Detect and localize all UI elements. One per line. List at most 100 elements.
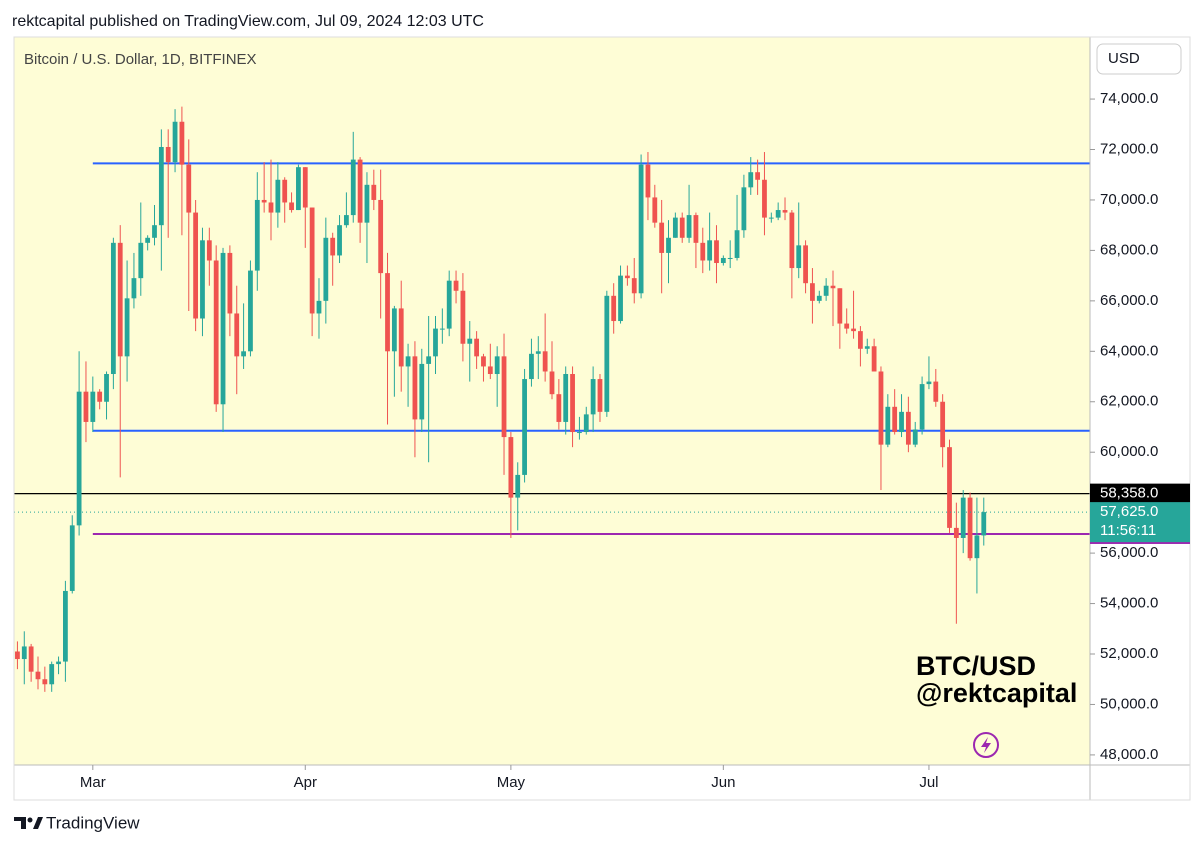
candle-body bbox=[577, 432, 582, 434]
candle-body bbox=[193, 212, 199, 319]
candle-body bbox=[76, 391, 82, 526]
footer-brand: TradingView bbox=[46, 813, 140, 832]
candle-body bbox=[926, 381, 932, 385]
candle-body bbox=[206, 240, 212, 261]
candle-body bbox=[405, 356, 411, 367]
candle-body bbox=[604, 295, 610, 412]
candle-body bbox=[398, 308, 404, 367]
candle-body bbox=[49, 664, 55, 685]
frame bbox=[13, 36, 1191, 801]
candle-body bbox=[631, 278, 637, 294]
candle-body bbox=[919, 384, 925, 430]
candle-body bbox=[762, 179, 767, 218]
y-tick-label: 54,000.0 bbox=[1100, 595, 1158, 612]
y-tick-label: 64,000.0 bbox=[1100, 342, 1158, 359]
candle-body bbox=[268, 202, 274, 213]
candle-body bbox=[42, 679, 48, 685]
candle-body bbox=[782, 210, 788, 213]
candle-body bbox=[666, 237, 671, 253]
tv-logo bbox=[14, 817, 43, 829]
candle-body bbox=[549, 371, 555, 395]
candle-body bbox=[624, 275, 630, 279]
candle-body bbox=[885, 406, 891, 445]
candle-body bbox=[810, 283, 815, 301]
candle-body bbox=[830, 285, 836, 289]
candle-body bbox=[97, 391, 103, 402]
candle-body bbox=[474, 338, 480, 357]
candle-body bbox=[391, 308, 397, 352]
candle-body bbox=[583, 414, 589, 433]
candle-body bbox=[350, 159, 356, 216]
candle-body bbox=[343, 215, 349, 226]
y-tick-label: 70,000.0 bbox=[1100, 191, 1158, 208]
candle-body bbox=[481, 356, 486, 367]
y-tick-label: 60,000.0 bbox=[1100, 443, 1158, 460]
candle-body bbox=[816, 295, 822, 301]
y-tick-label: 56,000.0 bbox=[1100, 544, 1158, 561]
candle-body bbox=[296, 167, 301, 211]
candle-body bbox=[714, 240, 719, 264]
candle-body bbox=[261, 199, 267, 203]
candle-body bbox=[330, 237, 336, 256]
candle-body bbox=[912, 429, 918, 445]
candle-body bbox=[145, 237, 151, 243]
candle-body bbox=[953, 527, 959, 538]
candle-body bbox=[611, 295, 617, 322]
candle-body bbox=[357, 159, 363, 223]
y-tick-label: 52,000.0 bbox=[1100, 645, 1158, 662]
candle-body bbox=[755, 172, 761, 180]
candle-body bbox=[371, 184, 377, 200]
candle-body bbox=[378, 199, 384, 274]
x-tick-label: Jun bbox=[711, 774, 735, 791]
candle-body bbox=[200, 240, 205, 319]
currency-button[interactable] bbox=[1096, 43, 1182, 75]
candle-body bbox=[28, 646, 34, 672]
publish-header: rektcapital published on TradingView.com… bbox=[12, 13, 484, 30]
y-tick-label: 66,000.0 bbox=[1100, 292, 1158, 309]
candle-body bbox=[467, 338, 473, 344]
candle-body bbox=[83, 391, 89, 422]
candle-body bbox=[234, 313, 240, 357]
candle-body bbox=[967, 497, 973, 559]
candle-body bbox=[734, 230, 740, 258]
candle-body bbox=[426, 356, 432, 364]
candle-body bbox=[254, 199, 260, 271]
candle-body bbox=[158, 146, 164, 226]
candle-body bbox=[487, 366, 493, 375]
candle-body bbox=[892, 406, 898, 433]
chart-panel bbox=[14, 37, 1090, 765]
candle-body bbox=[186, 164, 192, 213]
candle-body bbox=[803, 245, 808, 284]
candle-body bbox=[152, 225, 157, 238]
candle-body bbox=[556, 394, 562, 422]
candle-body bbox=[110, 242, 116, 375]
candle-body bbox=[707, 240, 713, 261]
candle-body bbox=[446, 280, 452, 329]
y-tick-label: 62,000.0 bbox=[1100, 393, 1158, 410]
candle-body bbox=[138, 242, 144, 279]
flash-icon[interactable] bbox=[973, 732, 999, 758]
candle-body bbox=[15, 651, 20, 660]
candle-body bbox=[905, 411, 911, 445]
candle-body bbox=[570, 374, 575, 433]
last-price-box bbox=[1090, 502, 1190, 543]
candle-body bbox=[439, 328, 445, 330]
candle-body bbox=[309, 207, 315, 314]
candle-body bbox=[522, 379, 527, 475]
candle-body bbox=[289, 202, 294, 211]
x-tick-label: Mar bbox=[80, 774, 106, 791]
last-price-label: 57,625.0 bbox=[1100, 503, 1158, 520]
candle-body bbox=[645, 164, 651, 198]
candle-body bbox=[104, 374, 109, 402]
candle-body bbox=[227, 252, 233, 314]
level-label-box bbox=[1090, 483, 1190, 504]
candle-body bbox=[899, 411, 904, 433]
candle-body bbox=[672, 217, 678, 238]
candle-body bbox=[858, 331, 863, 349]
candle-body bbox=[748, 172, 754, 188]
candle-body bbox=[35, 671, 41, 680]
candle-body bbox=[851, 328, 856, 332]
candle-body bbox=[981, 512, 987, 536]
candle-body bbox=[693, 215, 699, 243]
